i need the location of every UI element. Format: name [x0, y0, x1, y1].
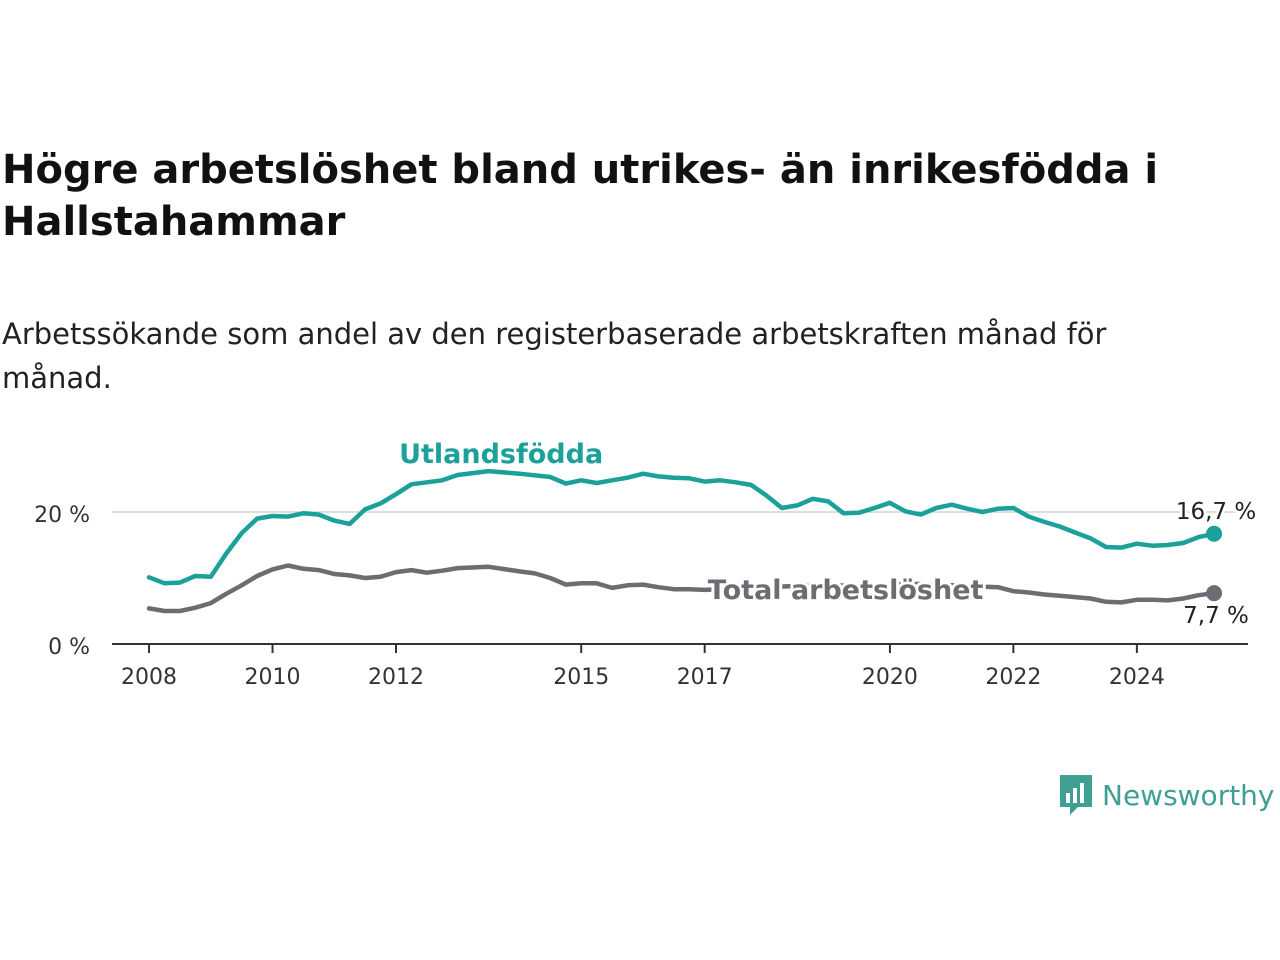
brand-name: Newsworthy [1102, 778, 1275, 812]
series-name-label-1: Utlandsfödda [399, 439, 603, 470]
series-end-marker-1 [1206, 525, 1223, 542]
chart-subtitle: Arbetssökande som andel av den registerb… [2, 317, 1107, 395]
newsworthy-logo-icon [1060, 775, 1092, 815]
series-layer [146, 468, 1223, 614]
series-end-label-1: 16,7 % [1176, 499, 1256, 525]
series-line-1 [146, 468, 1217, 586]
x-tick-label: 2020 [862, 665, 918, 690]
x-tick-label: 2008 [121, 665, 177, 690]
series-end-label-2: 7,7 % [1183, 603, 1249, 629]
series-line-2 [146, 563, 1217, 614]
chart-title: Högre arbetslöshet bland utrikes- än inr… [2, 147, 1159, 245]
axis-layer: 0 % 20 % 2008 2010 2012 2015 2017 2020 2022 2024 [34, 503, 1248, 690]
label-layer: Utlandsfödda Total arbetslöshet 16,7 % 7,7 … [396, 436, 1259, 632]
x-tick-label: 2024 [1109, 665, 1165, 690]
series-name-label-2: Total arbetslöshet [708, 575, 984, 606]
brand-logo: Newsworthy [1058, 772, 1275, 818]
x-tick-label: 2015 [553, 665, 609, 690]
x-tick-label: 2010 [245, 665, 301, 690]
x-tick-label: 2017 [677, 665, 733, 690]
series-end-marker-2 [1206, 585, 1223, 602]
y-tick-label: 20 % [34, 503, 90, 528]
x-tick-label: 2012 [368, 665, 424, 690]
x-tick-label: 2022 [985, 665, 1041, 690]
y-tick-label: 0 % [48, 635, 90, 660]
